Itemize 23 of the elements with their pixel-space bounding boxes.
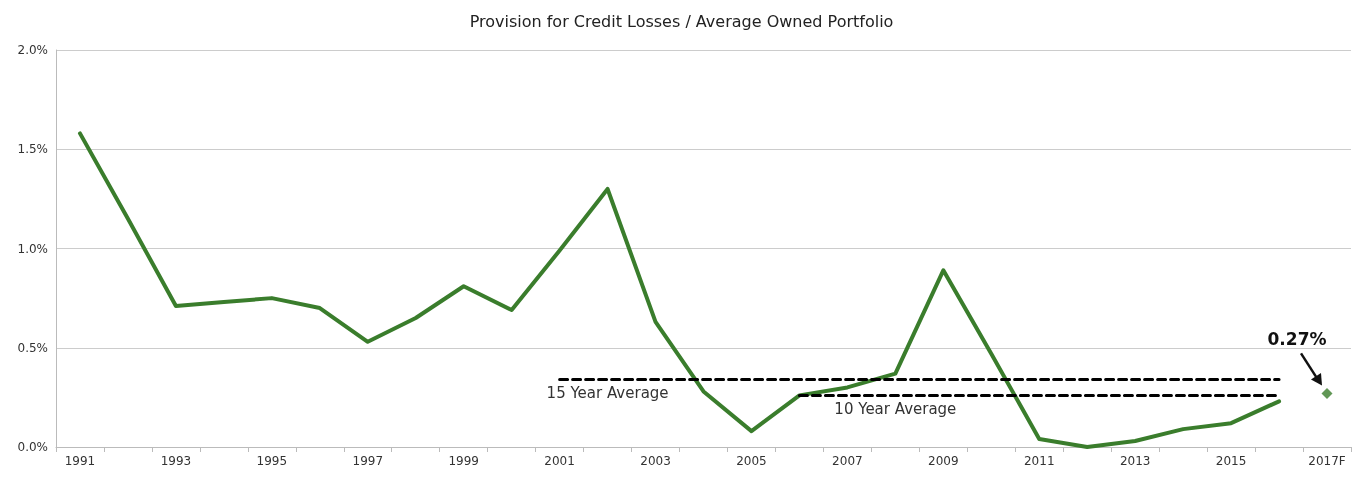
- chart-title: Provision for Credit Losses / Average Owned Portfolio: [469, 11, 894, 31]
- x-tick-label: 2005: [736, 454, 767, 468]
- x-tick-label: 2013: [1119, 454, 1151, 468]
- x-tick-label: 1999: [448, 454, 479, 468]
- x-tick-label: 1995: [256, 454, 288, 468]
- x-tick-label: 1991: [64, 454, 96, 468]
- x-tick-label: 2001: [544, 454, 575, 468]
- annotation: 0.27%: [1267, 329, 1327, 350]
- y-tick-label: 0.5%: [17, 340, 48, 355]
- series-label: 10 Year Average: [834, 399, 957, 418]
- x-tick-label: 2011: [1023, 454, 1055, 468]
- x-tick-label: 2003: [640, 454, 671, 468]
- x-tick-label: 2009: [928, 454, 959, 468]
- x-tick-label: 1997: [352, 454, 384, 468]
- x-tick-label: 2007: [832, 454, 863, 468]
- x-tick-label: 2015: [1215, 454, 1247, 468]
- x-tick-label: 1993: [160, 454, 192, 468]
- y-tick-label: 1.5%: [17, 142, 48, 157]
- x-tick-label: 2017F: [1308, 454, 1346, 468]
- y-tick-label: 0.0%: [17, 440, 48, 454]
- y-tick-label: 2.0%: [17, 43, 48, 57]
- series-label: 15 Year Average: [546, 384, 669, 403]
- y-tick-label: 1.0%: [17, 241, 48, 256]
